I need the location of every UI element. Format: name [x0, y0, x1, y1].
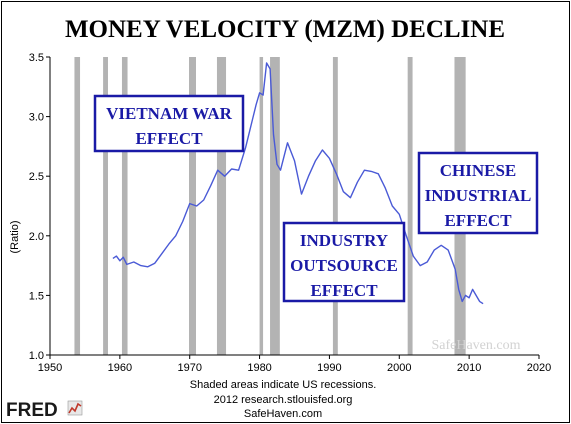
fred-chart-icon-line [68, 402, 82, 414]
annotation-box [93, 94, 245, 153]
source-note: 2012 research.stlouisfed.org [214, 394, 353, 406]
recession-band [103, 57, 108, 355]
annotation-text: EFFECT [135, 129, 203, 148]
series-lines [112, 62, 484, 305]
x-tick-label: 2020 [527, 362, 551, 374]
x-tick-label: 1980 [247, 362, 271, 374]
y-axis-label: (Ratio) [9, 220, 21, 253]
fred-logo-text: FRED [6, 400, 58, 421]
series-line-mzm-velocity [112, 62, 484, 305]
y-tick-label: 1.0 [29, 350, 44, 362]
annotation-text: EFFECT [444, 211, 512, 230]
recession-band [332, 57, 338, 355]
recession-band [259, 57, 264, 355]
chart-title: MONEY VELOCITY (MZM) DECLINE [65, 16, 505, 43]
annotations: VIETNAM WAR EFFECT INDUSTRY OUTSOURCE EFFECT… [93, 94, 539, 303]
annotation-text: INDUSTRY [300, 231, 388, 250]
annotation-box [417, 151, 539, 235]
annotation-2: INDUSTRY OUTSOURCE EFFECT [282, 221, 406, 303]
y-tick-label: 3.0 [29, 112, 44, 124]
annotation-3: CHINESE INDUSTRIAL EFFECT [417, 151, 539, 235]
watermark-text: SafeHaven.com [431, 338, 520, 353]
x-tick-label: 1990 [317, 362, 341, 374]
annotation-text: VIETNAM WAR [106, 104, 233, 123]
annotation-box [282, 221, 406, 303]
annotation-text: OUTSOURCE [290, 256, 398, 275]
annotation-1: VIETNAM WAR EFFECT [93, 94, 245, 153]
y-tick-label: 3.5 [29, 52, 44, 64]
y-tick-label: 1.5 [29, 290, 44, 302]
recession-note: Shaded areas indicate US recessions. [190, 379, 377, 391]
fred-logo: FRED [6, 400, 83, 421]
annotation-text: INDUSTRIAL [425, 186, 532, 205]
recession-band [216, 57, 227, 355]
recession-band [189, 57, 197, 355]
fred-chart-icon [67, 400, 83, 416]
axes: 1950 1960 1970 1980 1990 2000 2010 2020 1.0 1.5 2.… [29, 52, 552, 374]
annotation-text: CHINESE [440, 161, 517, 180]
y-tick-label: 2.0 [29, 231, 44, 243]
x-tick-label: 2010 [457, 362, 481, 374]
x-tick-label: 1950 [38, 362, 62, 374]
y-tick-label: 2.5 [29, 171, 44, 183]
x-tick-label: 2000 [387, 362, 411, 374]
recession-band [407, 57, 413, 355]
x-tick-label: 1960 [108, 362, 132, 374]
recession-band [270, 57, 280, 355]
x-tick-label: 1970 [177, 362, 201, 374]
recession-band [74, 57, 81, 355]
recession-band [121, 57, 128, 355]
annotation-text: EFFECT [310, 281, 378, 300]
watermark: SafeHaven.com [431, 338, 520, 353]
site-note: SafeHaven.com [244, 408, 322, 420]
